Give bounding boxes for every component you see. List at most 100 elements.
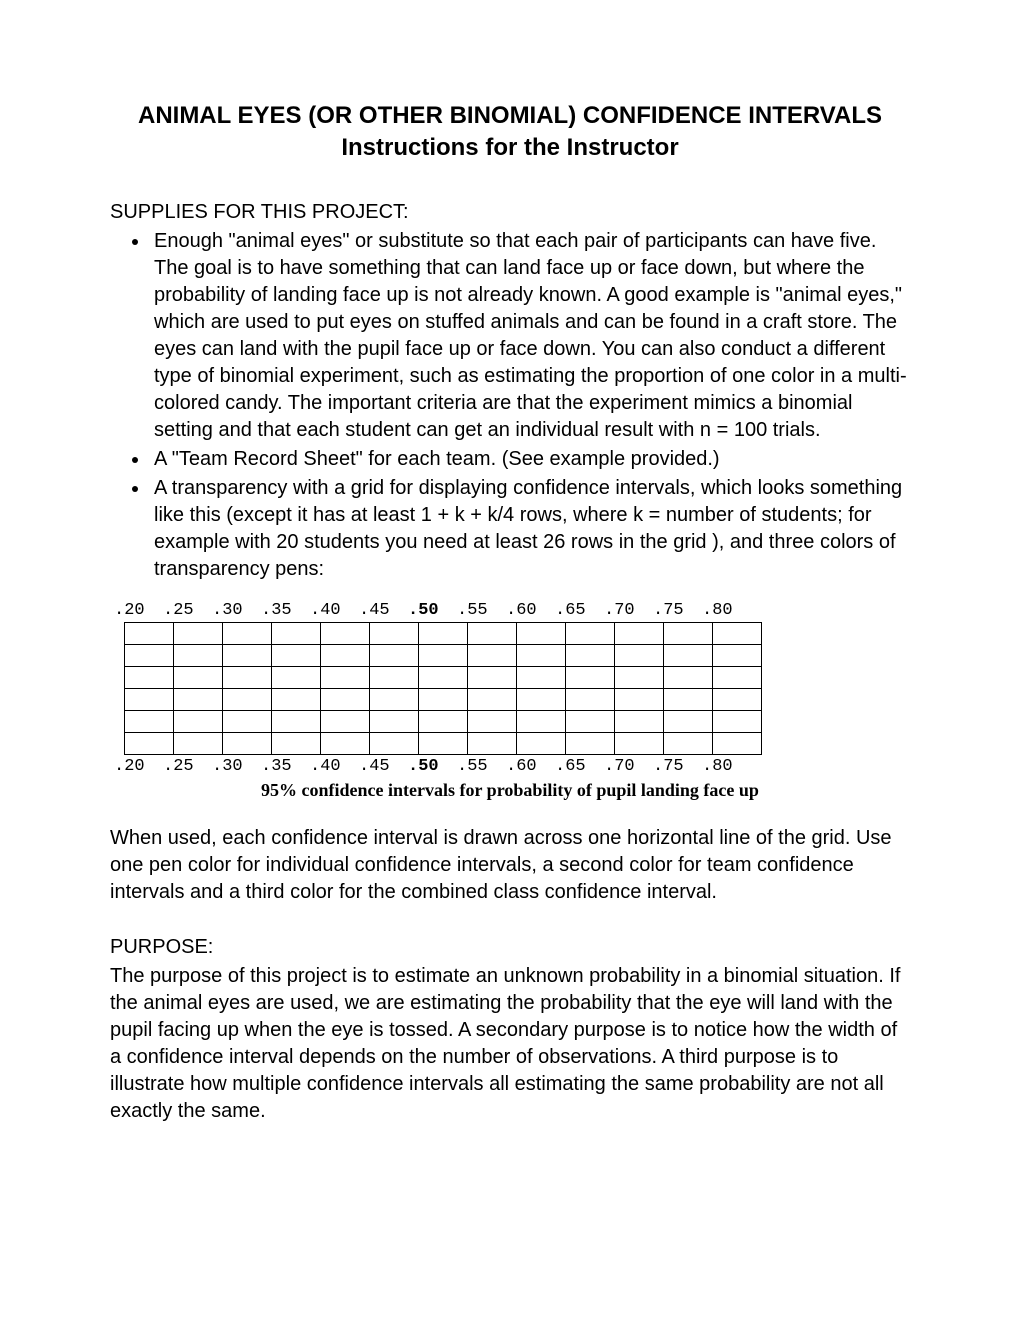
grid-cell xyxy=(321,689,370,711)
grid-cell xyxy=(223,667,272,689)
grid-cell xyxy=(125,667,174,689)
grid-cell xyxy=(713,645,762,667)
grid-cell xyxy=(223,645,272,667)
grid-axis-label: .75 xyxy=(653,601,702,620)
grid-cell xyxy=(468,667,517,689)
grid-axis-label: .75 xyxy=(653,757,702,776)
grid-cell xyxy=(566,623,615,645)
grid-axis-label: .60 xyxy=(506,757,555,776)
grid-axis-label: .70 xyxy=(604,757,653,776)
grid-cell xyxy=(615,711,664,733)
list-item: A "Team Record Sheet" for each team. (Se… xyxy=(150,446,910,473)
grid-cell xyxy=(664,623,713,645)
grid-axis-label: .20 xyxy=(114,601,163,620)
grid-cell xyxy=(615,667,664,689)
supplies-list: Enough "animal eyes" or substitute so th… xyxy=(110,228,910,583)
grid-axis-label: .50 xyxy=(408,601,457,620)
grid-cell xyxy=(223,689,272,711)
grid-cell xyxy=(174,733,223,755)
grid-cell xyxy=(223,711,272,733)
grid-axis-label: .35 xyxy=(261,601,310,620)
grid-cell xyxy=(174,623,223,645)
grid-cell xyxy=(370,711,419,733)
grid-figure: .20.25.30.35.40.45.50.55.60.65.70.75.80 … xyxy=(110,601,910,801)
document-title: ANIMAL EYES (OR OTHER BINOMIAL) CONFIDEN… xyxy=(110,100,910,165)
supplies-heading: SUPPLIES FOR THIS PROJECT: xyxy=(110,201,910,224)
grid-cell xyxy=(517,667,566,689)
grid-cell xyxy=(174,645,223,667)
grid-cell xyxy=(419,645,468,667)
grid-row xyxy=(125,711,762,733)
grid-cell xyxy=(468,645,517,667)
grid-cell xyxy=(321,645,370,667)
grid-cell xyxy=(125,689,174,711)
grid-cell xyxy=(370,667,419,689)
grid-cell xyxy=(223,733,272,755)
grid-axis-label: .25 xyxy=(163,757,212,776)
grid-cell xyxy=(713,733,762,755)
grid-cell xyxy=(517,623,566,645)
grid-cell xyxy=(125,645,174,667)
grid-cell xyxy=(272,689,321,711)
grid-cell xyxy=(664,689,713,711)
grid-axis-label: .30 xyxy=(212,757,261,776)
grid-cell xyxy=(517,711,566,733)
grid-cell xyxy=(272,645,321,667)
grid-axis-label: .70 xyxy=(604,601,653,620)
grid-cell xyxy=(321,667,370,689)
grid-cell xyxy=(370,645,419,667)
grid-cell xyxy=(272,733,321,755)
grid-cell xyxy=(468,711,517,733)
grid-axis-label: .65 xyxy=(555,757,604,776)
when-used-paragraph: When used, each confidence interval is d… xyxy=(110,825,910,906)
grid-cell xyxy=(419,667,468,689)
grid-cell xyxy=(321,733,370,755)
grid-axis-label: .80 xyxy=(702,601,751,620)
grid-axis-label: .35 xyxy=(261,757,310,776)
grid-cell xyxy=(174,667,223,689)
grid-cell xyxy=(272,623,321,645)
grid-cell xyxy=(468,623,517,645)
grid-caption: 95% confidence intervals for probability… xyxy=(110,780,910,801)
grid-cell xyxy=(517,733,566,755)
grid-axis-label: .65 xyxy=(555,601,604,620)
grid-cell xyxy=(321,623,370,645)
grid-cell xyxy=(321,711,370,733)
grid-cell xyxy=(419,711,468,733)
grid-cell xyxy=(125,733,174,755)
grid-cell xyxy=(174,711,223,733)
grid-cell xyxy=(517,645,566,667)
grid-row xyxy=(125,733,762,755)
grid-axis-label: .55 xyxy=(457,601,506,620)
grid-cell xyxy=(713,689,762,711)
grid-cell xyxy=(664,711,713,733)
grid-axis-label: .20 xyxy=(114,757,163,776)
grid-axis-label: .40 xyxy=(310,601,359,620)
grid-cell xyxy=(517,689,566,711)
grid-axis-label: .45 xyxy=(359,601,408,620)
grid-cell xyxy=(223,623,272,645)
grid-cell xyxy=(713,623,762,645)
grid-cell xyxy=(272,667,321,689)
grid-row xyxy=(125,667,762,689)
confidence-grid xyxy=(124,622,762,755)
grid-cell xyxy=(370,733,419,755)
list-item: Enough "animal eyes" or substitute so th… xyxy=(150,228,910,444)
grid-cell xyxy=(419,733,468,755)
grid-cell xyxy=(370,689,419,711)
grid-cell xyxy=(566,645,615,667)
grid-cell xyxy=(125,623,174,645)
grid-cell xyxy=(615,733,664,755)
grid-cell xyxy=(566,711,615,733)
grid-cell xyxy=(615,689,664,711)
grid-cell xyxy=(566,733,615,755)
grid-cell xyxy=(713,667,762,689)
grid-cell xyxy=(468,689,517,711)
grid-labels-top: .20.25.30.35.40.45.50.55.60.65.70.75.80 xyxy=(110,601,910,620)
grid-cell xyxy=(664,667,713,689)
grid-cell xyxy=(419,689,468,711)
grid-cell xyxy=(566,689,615,711)
grid-axis-label: .45 xyxy=(359,757,408,776)
grid-axis-label: .25 xyxy=(163,601,212,620)
grid-cell xyxy=(664,645,713,667)
